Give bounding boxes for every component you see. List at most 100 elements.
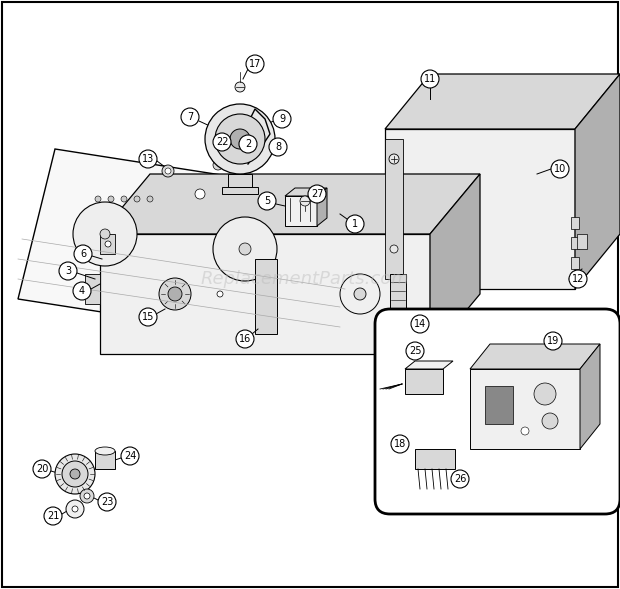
Text: 7: 7 <box>187 112 193 122</box>
Ellipse shape <box>95 447 115 455</box>
Circle shape <box>59 262 77 280</box>
Circle shape <box>544 332 562 350</box>
Text: ReplacementParts.com: ReplacementParts.com <box>201 270 409 288</box>
Polygon shape <box>228 174 252 187</box>
Circle shape <box>390 245 398 253</box>
Circle shape <box>80 489 94 503</box>
Bar <box>571 237 579 249</box>
Circle shape <box>205 104 275 174</box>
Circle shape <box>66 500 84 518</box>
Circle shape <box>139 150 157 168</box>
Text: 22: 22 <box>216 137 228 147</box>
Polygon shape <box>100 234 430 354</box>
Polygon shape <box>580 344 600 449</box>
Text: 11: 11 <box>424 74 436 84</box>
Circle shape <box>340 274 380 314</box>
Text: 2: 2 <box>245 139 251 149</box>
Circle shape <box>308 185 326 203</box>
Polygon shape <box>385 129 575 289</box>
Text: 23: 23 <box>101 497 113 507</box>
Circle shape <box>44 507 62 525</box>
Circle shape <box>521 427 529 435</box>
Polygon shape <box>430 174 480 354</box>
Text: 1: 1 <box>352 219 358 229</box>
Circle shape <box>406 342 424 360</box>
Bar <box>571 217 579 229</box>
Circle shape <box>62 461 88 487</box>
Circle shape <box>74 245 92 263</box>
Polygon shape <box>222 187 258 194</box>
Bar <box>485 386 513 424</box>
Bar <box>571 257 579 269</box>
Circle shape <box>213 160 223 170</box>
Circle shape <box>213 217 277 281</box>
Circle shape <box>108 196 114 202</box>
Text: 27: 27 <box>311 189 323 199</box>
Text: 25: 25 <box>409 346 421 356</box>
Circle shape <box>217 291 223 297</box>
Text: 4: 4 <box>79 286 85 296</box>
Bar <box>390 274 406 339</box>
Circle shape <box>451 470 469 488</box>
Circle shape <box>236 330 254 348</box>
Circle shape <box>542 413 558 429</box>
Circle shape <box>213 133 231 151</box>
Circle shape <box>235 82 245 92</box>
Polygon shape <box>85 274 100 304</box>
Polygon shape <box>18 149 375 349</box>
Circle shape <box>159 278 191 310</box>
Circle shape <box>95 196 101 202</box>
Text: 18: 18 <box>394 439 406 449</box>
Text: 6: 6 <box>80 249 86 259</box>
Text: 8: 8 <box>275 142 281 152</box>
Circle shape <box>534 383 556 405</box>
Circle shape <box>269 138 287 156</box>
Circle shape <box>72 506 78 512</box>
Polygon shape <box>285 188 327 196</box>
Circle shape <box>134 196 140 202</box>
Circle shape <box>569 270 587 288</box>
Circle shape <box>100 229 110 239</box>
Text: 19: 19 <box>547 336 559 346</box>
Text: 16: 16 <box>239 334 251 344</box>
Text: 5: 5 <box>264 196 270 206</box>
Polygon shape <box>317 188 327 226</box>
Circle shape <box>98 493 116 511</box>
Circle shape <box>73 282 91 300</box>
Circle shape <box>147 196 153 202</box>
Circle shape <box>55 454 95 494</box>
Circle shape <box>346 215 364 233</box>
Circle shape <box>230 129 250 149</box>
Polygon shape <box>405 361 453 369</box>
FancyBboxPatch shape <box>375 309 620 514</box>
Circle shape <box>168 287 182 301</box>
Text: 13: 13 <box>142 154 154 164</box>
Circle shape <box>411 315 429 333</box>
Circle shape <box>273 110 291 128</box>
Text: 9: 9 <box>279 114 285 124</box>
Polygon shape <box>415 449 455 469</box>
Circle shape <box>239 243 251 255</box>
Polygon shape <box>100 234 115 254</box>
Circle shape <box>391 435 409 453</box>
Circle shape <box>121 447 139 465</box>
Bar <box>255 259 277 334</box>
Circle shape <box>195 189 205 199</box>
Text: 21: 21 <box>47 511 59 521</box>
Circle shape <box>239 135 257 153</box>
Text: 14: 14 <box>414 319 426 329</box>
Circle shape <box>551 160 569 178</box>
Circle shape <box>215 114 265 164</box>
Polygon shape <box>285 196 317 226</box>
Text: 24: 24 <box>124 451 136 461</box>
Polygon shape <box>470 369 580 449</box>
Circle shape <box>121 196 127 202</box>
Circle shape <box>165 168 171 174</box>
Circle shape <box>258 192 276 210</box>
Polygon shape <box>100 174 480 234</box>
Circle shape <box>300 196 310 206</box>
Circle shape <box>105 241 111 247</box>
Circle shape <box>181 108 199 126</box>
Circle shape <box>246 55 264 73</box>
Circle shape <box>354 288 366 300</box>
